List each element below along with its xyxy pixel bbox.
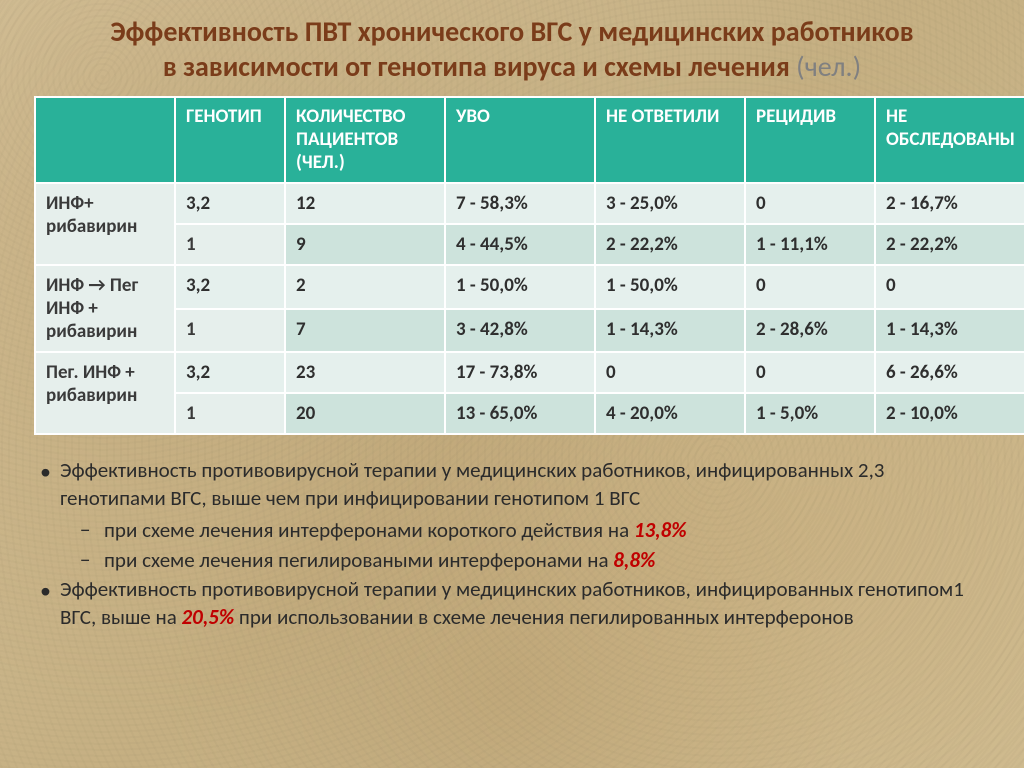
table-cell: 4 - 20,0% <box>595 393 745 434</box>
col-uvo: УВО <box>445 97 595 183</box>
table-cell: 13 - 65,0% <box>445 393 595 434</box>
bullet-1-sub-b: при схеме лечения пегилироваными интерфе… <box>34 547 990 575</box>
table-cell: 0 <box>745 183 875 224</box>
table-row: 173 - 42,8%1 - 14,3%2 - 28,6% 1 - 14,3% <box>35 309 1024 353</box>
table-cell: 2 - 16,7% <box>875 183 1024 224</box>
table-cell: 1 <box>175 224 285 265</box>
table-cell: 23 <box>285 352 445 393</box>
table-cell: 17 - 73,8% <box>445 352 595 393</box>
table-cell: 12 <box>285 183 445 224</box>
table-cell: 20 <box>285 393 445 434</box>
table-cell: 2 - 22,2% <box>875 224 1024 265</box>
col-notexamined: НЕ ОБСЛЕДОВАНЫ <box>875 97 1024 183</box>
table-cell: 0 <box>745 352 875 393</box>
table-cell: 3 - 42,8% <box>445 309 595 353</box>
table-row: ИНФ+ рибавирин3,2127 - 58,3%3 - 25,0%02 … <box>35 183 1024 224</box>
highlight-1: 13,8% <box>634 517 687 543</box>
table-cell: 1 - 50,0% <box>595 265 745 309</box>
highlight-3: 20,5% <box>182 604 235 630</box>
table-cell: 4 - 44,5% <box>445 224 595 265</box>
table-cell: 0 <box>875 265 1024 309</box>
table-cell: 3,2 <box>175 265 285 309</box>
table-cell: 0 <box>745 265 875 309</box>
table-cell: 1 - 11,1% <box>745 224 875 265</box>
table-cell: 1 <box>175 393 285 434</box>
table-cell: 1 - 14,3% <box>595 309 745 353</box>
highlight-2: 8,8% <box>613 547 655 573</box>
table-row: 194 - 44,5%2 - 22,2%1 - 11,1%2 - 22,2% <box>35 224 1024 265</box>
bullet-1: Эффективность противовирусной терапии у … <box>34 457 990 512</box>
bullets-block: Эффективность противовирусной терапии у … <box>34 457 990 631</box>
col-blank <box>35 97 175 183</box>
table-row: Пег. ИНФ + рибавирин3,22317 - 73,8%006 -… <box>35 352 1024 393</box>
efficacy-table: ГЕНОТИП КОЛИЧЕСТВО ПАЦИЕНТОВ (ЧЕЛ.) УВО … <box>34 96 1024 435</box>
table-cell: 9 <box>285 224 445 265</box>
row-group-label: ИНФ+ рибавирин <box>35 183 175 265</box>
table-row: 12013 - 65,0%4 - 20,0%1 - 5,0%2 - 10,0% <box>35 393 1024 434</box>
table-cell: 0 <box>595 352 745 393</box>
table-cell: 2 - 10,0% <box>875 393 1024 434</box>
table-cell: 3,2 <box>175 183 285 224</box>
col-noresponse: НЕ ОТВЕТИЛИ <box>595 97 745 183</box>
table-cell: 3 - 25,0% <box>595 183 745 224</box>
title-line2a: в зависимости от генотипа вируса и схемы… <box>163 49 796 84</box>
table-cell: 1 - 50,0% <box>445 265 595 309</box>
table-cell: 1 <box>175 309 285 353</box>
table-cell: 2 <box>285 265 445 309</box>
table-cell: 3,2 <box>175 352 285 393</box>
table-body: ИНФ+ рибавирин3,2127 - 58,3%3 - 25,0%02 … <box>35 183 1024 434</box>
table-cell: 7 <box>285 309 445 353</box>
table-row: ИНФ → Пег ИНФ + рибавирин3,221 - 50,0%1 … <box>35 265 1024 309</box>
col-relapse: РЕЦИДИВ <box>745 97 875 183</box>
bullet-2: Эффективность противовирусной терапии у … <box>34 576 990 631</box>
slide-title: Эффективность ПВТ хронического ВГС у мед… <box>34 14 990 84</box>
col-genotype: ГЕНОТИП <box>175 97 285 183</box>
col-patients: КОЛИЧЕСТВО ПАЦИЕНТОВ (ЧЕЛ.) <box>285 97 445 183</box>
table-cell: 6 - 26,6% <box>875 352 1024 393</box>
table-cell: 1 - 5,0% <box>745 393 875 434</box>
title-line1: Эффективность ПВТ хронического ВГС у мед… <box>110 14 913 49</box>
title-line2b: (чел.) <box>796 49 861 84</box>
table-header-row: ГЕНОТИП КОЛИЧЕСТВО ПАЦИЕНТОВ (ЧЕЛ.) УВО … <box>35 97 1024 183</box>
table-cell: 7 - 58,3% <box>445 183 595 224</box>
bullet-1-sub-a: при схеме лечения интерферонами коротког… <box>34 517 990 545</box>
table-cell: 1 - 14,3% <box>875 309 1024 353</box>
table-cell: 2 - 28,6% <box>745 309 875 353</box>
row-group-label: ИНФ → Пег ИНФ + рибавирин <box>35 265 175 352</box>
row-group-label: Пег. ИНФ + рибавирин <box>35 352 175 434</box>
table-cell: 2 - 22,2% <box>595 224 745 265</box>
